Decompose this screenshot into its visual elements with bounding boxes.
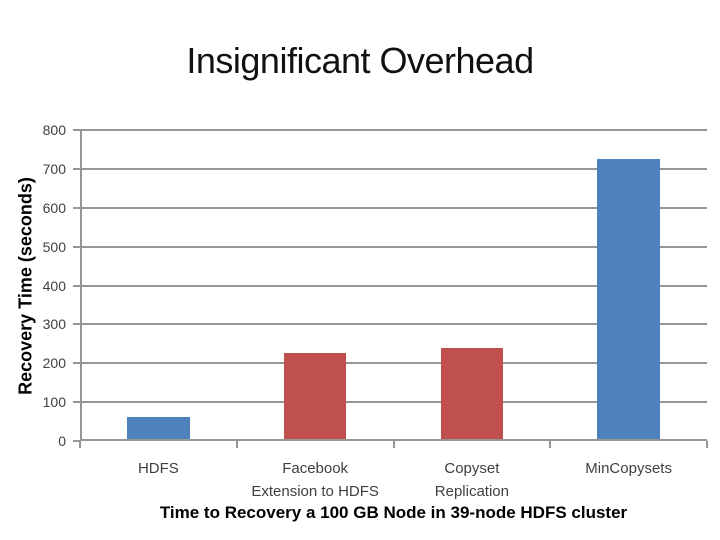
y-axis-tick [73, 129, 80, 131]
x-axis-line [80, 439, 707, 441]
y-axis-tick [73, 440, 80, 442]
bar-mincopysets [597, 159, 660, 439]
y-axis-tick [73, 401, 80, 404]
x-axis-tick [706, 441, 708, 448]
y-tick-label: 800 [42, 122, 66, 138]
plot-area: 0 100 200 300 400 500 600 700 800 HDFS Facebook Ext… [43, 122, 708, 500]
y-tick-label: 400 [42, 277, 66, 294]
y-tick-label: 300 [42, 316, 66, 333]
y-axis-tick [73, 206, 80, 209]
gridline [80, 245, 707, 248]
y-tick-label: 100 [42, 394, 66, 411]
x-axis-title: Time to Recovery a 100 GB Node in 39-nod… [159, 503, 628, 522]
bar-hdfs [127, 416, 190, 439]
x-category-label: Facebook Extension to HDFS [251, 460, 379, 500]
gridline [80, 167, 707, 170]
y-axis-tick [73, 284, 80, 287]
bar-facebook-extension-to-hdfs [283, 352, 347, 439]
y-axis-tick [73, 362, 80, 365]
gridline [80, 129, 707, 131]
x-axis-tick [79, 441, 81, 448]
x-category-label: MinCopysets [585, 460, 672, 477]
y-tick-label: 0 [58, 433, 66, 449]
gridline [80, 284, 707, 287]
y-axis-tick [73, 167, 80, 170]
bar-copyset-replication [440, 348, 504, 439]
y-axis-tick [73, 323, 80, 326]
x-category-label: Copyset Replication [434, 460, 509, 500]
gridline [80, 362, 707, 365]
y-tick-label: 700 [42, 160, 66, 177]
x-axis-tick [235, 441, 238, 448]
x-axis-tick [392, 441, 395, 448]
y-tick-label: 500 [42, 238, 66, 255]
x-category-label: HDFS [137, 460, 179, 477]
gridline [80, 206, 707, 209]
y-tick-label: 600 [42, 199, 66, 216]
x-axis-tick [549, 441, 552, 448]
gridline [80, 401, 707, 404]
y-tick-label: 200 [42, 355, 66, 372]
gridline [80, 323, 707, 326]
y-axis-tick [73, 245, 80, 248]
slide-title: Insignificant Overhead [186, 40, 534, 81]
